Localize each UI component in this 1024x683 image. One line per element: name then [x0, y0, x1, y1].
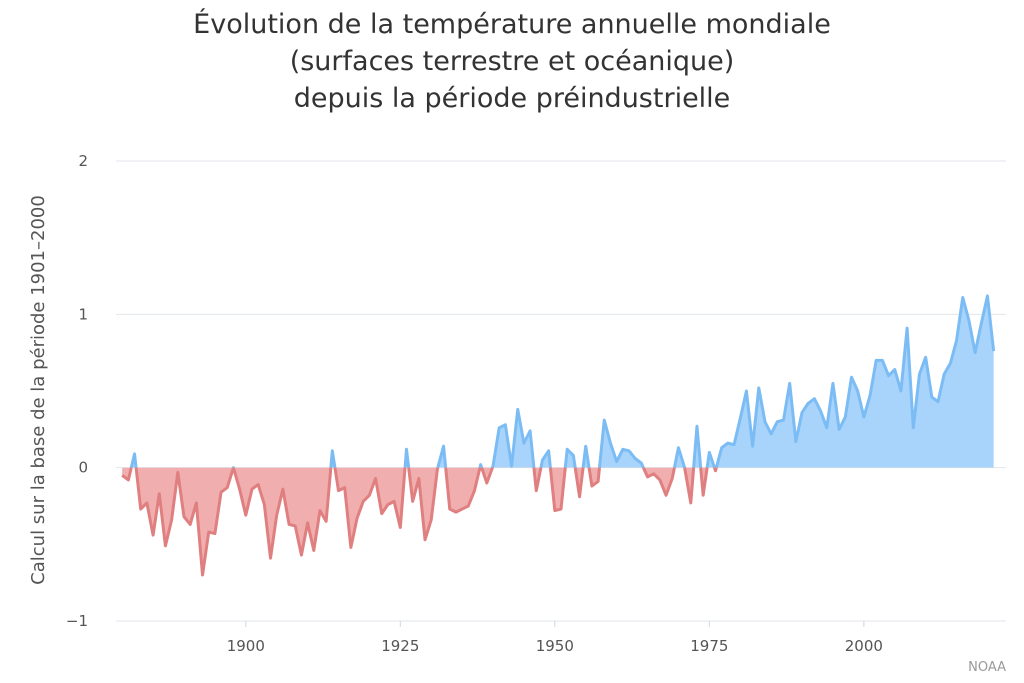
chart-title-line-3: depuis la période préindustrielle — [293, 83, 731, 114]
y-tick-label: −1 — [66, 612, 88, 630]
negative-anomaly-line — [121, 467, 718, 577]
y-tick-label: 0 — [78, 459, 88, 477]
x-tick-label: 1975 — [690, 637, 728, 655]
x-axis-ticks: 1900 1925 1950 1975 2000 — [227, 621, 883, 655]
anomaly-areas — [122, 295, 994, 575]
anomaly-lines — [121, 294, 996, 577]
chart-title: Évolution de la température annuelle mon… — [0, 6, 1024, 117]
negative-anomaly-area — [122, 467, 994, 575]
x-tick-label: 2000 — [845, 637, 883, 655]
x-tick-label: 1925 — [381, 637, 419, 655]
y-tick-label: 1 — [78, 305, 88, 323]
positive-anomaly-area — [131, 295, 994, 468]
y-tick-label: 2 — [78, 152, 88, 170]
y-axis-label: Calcul sur la base de la période 1901–20… — [28, 195, 49, 585]
positive-anomaly-line — [129, 294, 996, 468]
x-tick-label: 1950 — [536, 637, 574, 655]
chart-title-line-2: (surfaces terrestre et océanique) — [289, 46, 735, 77]
x-tick-label: 1900 — [227, 637, 265, 655]
source-credit: NOAA — [968, 660, 1006, 675]
y-axis-ticks: −1 0 1 2 — [66, 152, 88, 630]
chart-title-line-1: Évolution de la température annuelle mon… — [193, 9, 831, 40]
